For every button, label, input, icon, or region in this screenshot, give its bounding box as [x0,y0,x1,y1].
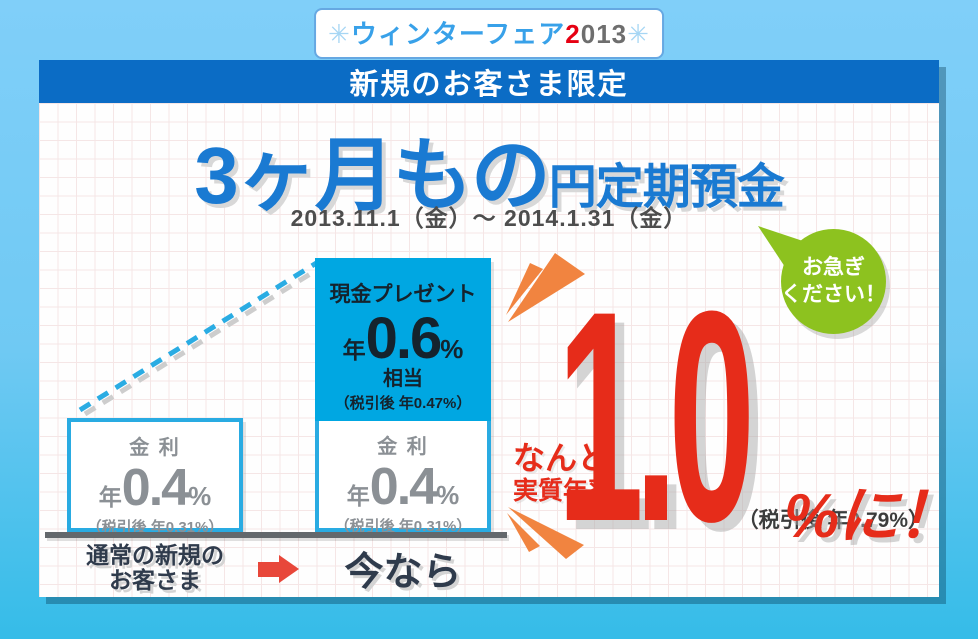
rate-unit: % [436,480,460,510]
bubble-tail [758,226,809,270]
dashed-line-shadow [83,263,325,417]
normal-rate-box: 金 利 年0.4% （税引後 年0.31%） [67,418,243,536]
bonus-rate-box: 現金プレゼント 年0.6% 相当 （税引後 年0.47%） [315,258,491,421]
rate-prefix: 年 [342,337,366,363]
winter-fair-badge: ✳ウィンターフェア2013✳ [314,8,664,59]
snowflake-icon: ✳ [627,19,650,49]
product-title-sub: 円定期預金 [548,161,785,214]
limited-banner: 新規のお客さま限定 [39,60,939,103]
baseline-axis [45,532,507,538]
campaign-period: 2013.11.1（金）～ 2014.1.31（金） [290,205,688,231]
fair-name: ウィンターフェア [350,19,566,49]
normal-rate-value: 年0.4% [71,462,239,514]
fair-year-highlight: 2 [565,19,581,49]
now-rate-value: 年0.4% [319,461,487,513]
now-rate-after-tax: （税引後 年0.31%） [334,518,472,535]
promo-canvas: 3ヶ月もの 円定期預金 2013.11.1（金）～ 2014.1.31（金） 金 … [39,103,939,597]
bonus-heading: 現金プレゼント [329,283,477,306]
normal-customer-label-line1: 通常の新規の [86,542,224,568]
speedline-bottom-icon [507,513,540,552]
normal-rate-heading: 金 利 [129,437,181,459]
speedline-bottom-icon [508,507,584,559]
normal-customer-label-line2: お客さま [109,567,201,594]
hurry-bubble-line1: お急ぎ [802,256,865,280]
rate-number: 0.4 [121,459,190,517]
big-rate-after-tax: （税引後 年0.79%） [737,509,929,532]
now-rate-heading: 金 利 [377,436,429,458]
arrow-shaft [258,561,279,577]
arrow-head [279,555,299,583]
snowflake-icon: ✳ [328,19,351,49]
normal-rate-after-tax: （税引後 年0.31%） [86,519,224,536]
product-title: 3ヶ月もの 円定期預金 [39,111,939,227]
big-rate-suffix: %に！ [784,482,939,551]
rate-prefix: 年 [98,484,122,510]
right-arrow-icon [258,555,299,583]
now-rate-box: 金 利 年0.4% （税引後 年0.31%） [315,421,491,535]
rate-prefix: 年 [346,483,370,509]
fair-year-rest: 013 [580,19,628,49]
rate-unit: % [440,334,464,364]
growth-dashed-line [78,259,320,413]
speedline-top-icon [506,263,543,315]
hurry-bubble: お急ぎ ください！ [781,229,886,334]
promo-sheet: 新規のお客さま限定 3ヶ月もの 円定期預金 2013.11.1（金）～ 2014.… [39,60,939,597]
bonus-after-tax: （税引後 年0.47%） [334,395,472,412]
promo-lead-line2: 実質年率 [513,476,614,505]
bonus-rate-value: 年0.6% [315,310,491,368]
big-rate-number: 1.0 [557,248,755,584]
promo-lead: なんと 実質年率 [513,440,613,506]
decoration-overlay [78,226,809,559]
bonus-equivalent: 相当 [383,368,423,390]
big-rate-value: 1.0 [557,248,807,584]
rate-unit: % [188,481,212,511]
now-label: 今なら [344,551,462,594]
rate-number: 0.4 [369,458,438,516]
rate-number: 0.6 [365,306,443,371]
normal-customer-label: 通常の新規の お客さま [49,542,261,594]
hurry-bubble-line2: ください！ [781,282,886,306]
limited-banner-text: 新規のお客さま限定 [349,68,629,101]
promo-lead-line1: なんと [513,440,610,476]
speedline-top-icon [508,253,585,322]
product-title-main: 3ヶ月もの [194,131,550,220]
